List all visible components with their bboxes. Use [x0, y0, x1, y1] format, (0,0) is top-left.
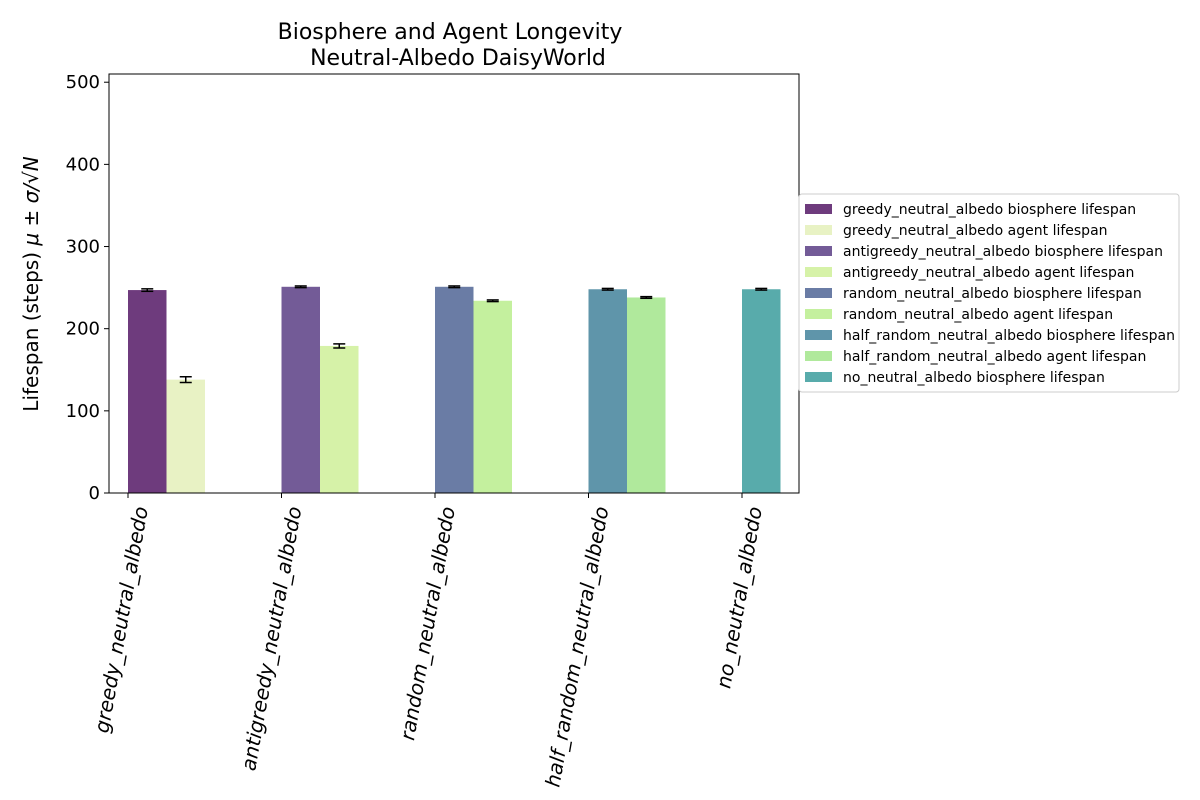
legend-item-antigreedy_neutral_albedo-agent: antigreedy_neutral_albedo agent lifespan — [805, 265, 1134, 281]
bar-random_neutral_albedo-biosphere — [435, 286, 474, 493]
plot-area — [128, 285, 781, 493]
error-bar-random_neutral_albedo-biosphere — [448, 285, 461, 289]
bar-antigreedy_neutral_albedo-biosphere — [281, 286, 320, 493]
bar-no_neutral_albedo-biosphere — [742, 289, 781, 493]
x-tick-label-antigreedy_neutral_albedo: antigreedy_neutral_albedo — [236, 505, 306, 773]
y-tick-label: 500 — [66, 72, 100, 93]
legend-item-antigreedy_neutral_albedo-biosphere: antigreedy_neutral_albedo biosphere life… — [805, 244, 1163, 260]
legend-label: half_random_neutral_albedo agent lifespa… — [843, 349, 1146, 365]
bar-greedy_neutral_albedo-agent — [166, 379, 205, 493]
chart-title: Biosphere and Agent Longevity — [278, 20, 623, 45]
y-tick-label: 400 — [66, 154, 100, 175]
legend-label: random_neutral_albedo biosphere lifespan — [843, 286, 1142, 302]
error-bar-antigreedy_neutral_albedo-agent — [333, 343, 346, 349]
error-bar-greedy_neutral_albedo-agent — [179, 375, 192, 384]
error-bar-half_random_neutral_albedo-biosphere — [601, 287, 614, 291]
legend-swatch — [805, 204, 832, 214]
legend-swatch — [805, 267, 832, 277]
bar-random_neutral_albedo-agent — [473, 300, 512, 493]
legend-item-random_neutral_albedo-agent: random_neutral_albedo agent lifespan — [805, 307, 1113, 323]
x-tick-label-random_neutral_albedo: random_neutral_albedo — [395, 505, 460, 742]
legend-label: half_random_neutral_albedo biosphere lif… — [843, 328, 1175, 344]
legend-item-greedy_neutral_albedo-biosphere: greedy_neutral_albedo biosphere lifespan — [805, 202, 1136, 218]
error-bar-no_neutral_albedo-biosphere — [755, 287, 768, 291]
y-axis-label: Lifespan (steps) μ ± σ/√N — [19, 156, 43, 411]
legend-label: antigreedy_neutral_albedo agent lifespan — [843, 265, 1134, 281]
svg-text:Lifespan (steps) μ ± σ/√N: Lifespan (steps) μ ± σ/√N — [19, 156, 43, 411]
legend-swatch — [805, 225, 832, 235]
bar-half_random_neutral_albedo-biosphere — [588, 289, 627, 493]
error-bar-greedy_neutral_albedo-biosphere — [141, 288, 154, 293]
legend-swatch — [805, 330, 832, 340]
legend-swatch — [805, 351, 832, 361]
bar-greedy_neutral_albedo-biosphere — [128, 290, 167, 493]
y-tick-label: 200 — [66, 319, 100, 340]
legend-label: greedy_neutral_albedo agent lifespan — [843, 223, 1108, 239]
legend-label: antigreedy_neutral_albedo biosphere life… — [843, 244, 1163, 260]
legend-item-half_random_neutral_albedo-agent: half_random_neutral_albedo agent lifespa… — [805, 349, 1146, 365]
legend-swatch — [805, 246, 832, 256]
legend-item-half_random_neutral_albedo-biosphere: half_random_neutral_albedo biosphere lif… — [805, 328, 1175, 344]
legend: greedy_neutral_albedo biosphere lifespan… — [798, 193, 1180, 393]
error-bar-random_neutral_albedo-agent — [486, 299, 499, 303]
legend-label: no_neutral_albedo biosphere lifespan — [843, 370, 1105, 386]
chart-subtitle: Neutral-Albedo DaisyWorld — [310, 46, 606, 71]
bar-half_random_neutral_albedo-agent — [627, 297, 666, 493]
legend-box — [798, 193, 1180, 393]
legend-swatch — [805, 309, 832, 319]
legend-item-greedy_neutral_albedo-agent: greedy_neutral_albedo agent lifespan — [805, 223, 1108, 239]
legend-swatch — [805, 288, 832, 298]
legend-label: greedy_neutral_albedo biosphere lifespan — [843, 202, 1136, 218]
y-tick-label: 100 — [66, 401, 100, 422]
x-tick-label-greedy_neutral_albedo: greedy_neutral_albedo — [89, 505, 152, 735]
legend-item-no_neutral_albedo-biosphere: no_neutral_albedo biosphere lifespan — [805, 370, 1105, 386]
error-bar-half_random_neutral_albedo-agent — [640, 295, 653, 300]
bar-antigreedy_neutral_albedo-agent — [320, 345, 359, 493]
y-axis-label-formula: μ ± σ/√N — [19, 156, 43, 246]
x-tick-label-half_random_neutral_albedo: half_random_neutral_albedo — [540, 505, 613, 789]
error-bar-antigreedy_neutral_albedo-biosphere — [294, 285, 307, 289]
y-axis-label-text: Lifespan (steps) — [19, 246, 43, 412]
legend-swatch — [805, 372, 832, 382]
legend-item-random_neutral_albedo-biosphere: random_neutral_albedo biosphere lifespan — [805, 286, 1142, 302]
chart-title-group: Biosphere and Agent Longevity Neutral-Al… — [278, 20, 623, 71]
legend-label: random_neutral_albedo agent lifespan — [843, 307, 1113, 323]
x-tick-label-no_neutral_albedo: no_neutral_albedo — [711, 505, 767, 691]
y-tick-label: 0 — [89, 483, 100, 504]
y-tick-label: 300 — [66, 237, 100, 258]
